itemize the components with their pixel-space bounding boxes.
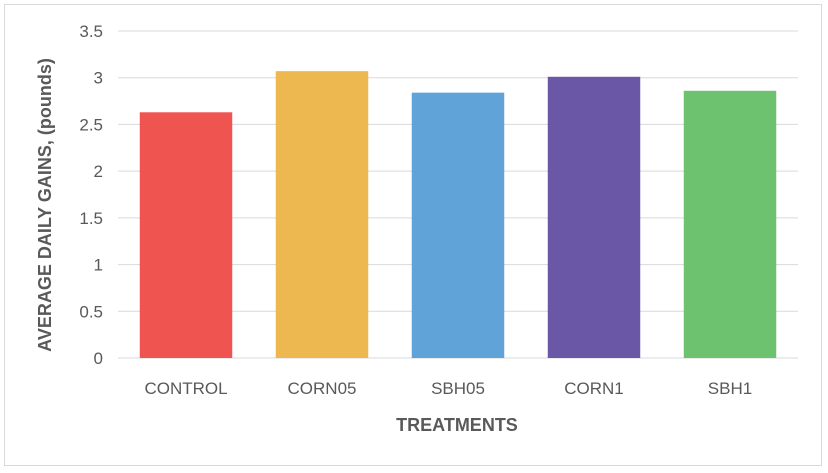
x-tick-label: CORN05 [288,379,357,398]
x-tick-label: SBH05 [431,379,485,398]
y-tick-label: 2.5 [79,115,103,134]
bar-sbh05 [411,92,505,359]
x-axis-title: TREATMENTS [396,415,518,435]
x-tick-label: SBH1 [708,379,752,398]
y-axis-title: AVERAGE DAILY GAINS, (pounds) [35,58,55,352]
bars [139,71,777,359]
bar-corn05 [275,71,369,358]
x-tick-label: CONTROL [144,379,227,398]
y-tick-label: 0.5 [79,302,103,321]
bar-corn1 [547,76,641,358]
y-tick-labels: 0 0.5 1 1.5 2 2.5 3 3.5 [79,22,103,368]
y-tick-label: 3.5 [79,22,103,41]
bar-control [139,112,233,358]
x-tick-label: CORN1 [564,379,624,398]
bar-sbh1 [683,90,777,359]
y-tick-label: 2 [94,162,103,181]
y-tick-label: 1 [94,256,103,275]
y-tick-label: 1.5 [79,209,103,228]
y-tick-label: 3 [94,69,103,88]
y-tick-label: 0 [94,349,103,368]
x-tick-labels: CONTROL CORN05 SBH05 CORN1 SBH1 [144,379,752,398]
